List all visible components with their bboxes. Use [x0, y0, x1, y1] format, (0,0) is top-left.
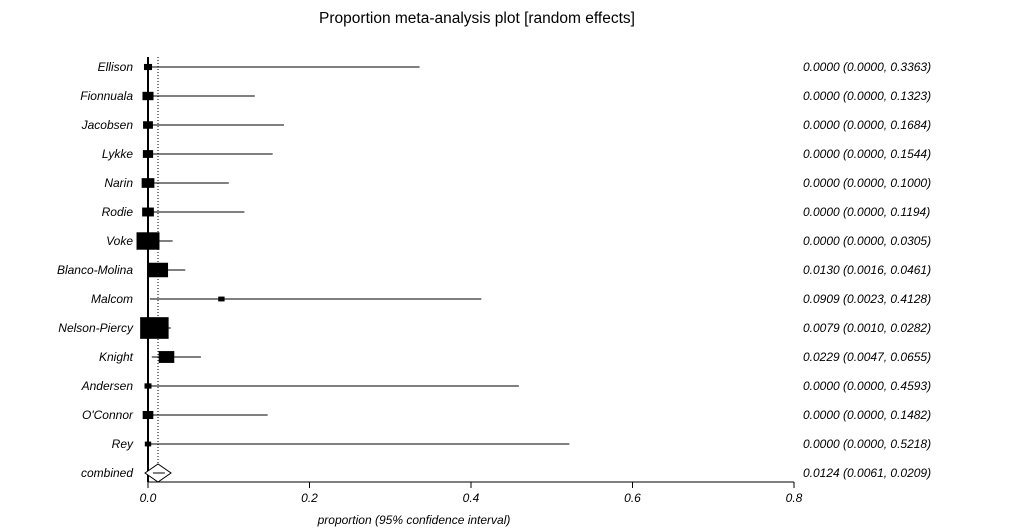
estimate-box	[140, 317, 169, 339]
study-rows: Ellison 0.0000 (0.0000, 0.3363) Fionnuala 0…	[57, 57, 931, 483]
study-row: Andersen 0.0000 (0.0000, 0.4593)	[81, 379, 931, 393]
estimate-box	[142, 91, 154, 101]
estimate-label: 0.0000 (0.0000, 0.1684)	[803, 118, 931, 132]
estimate-box	[143, 63, 153, 71]
combined-row: combined 0.0124 (0.0061, 0.0209)	[81, 463, 931, 483]
x-tick-label: 0.4	[463, 491, 480, 505]
study-row: Knight 0.0229 (0.0047, 0.0655)	[99, 350, 931, 364]
estimate-box	[136, 232, 160, 250]
study-label: Knight	[99, 350, 134, 364]
chart-title: Proportion meta-analysis plot [random ef…	[319, 10, 635, 27]
estimate-label: 0.0000 (0.0000, 0.0305)	[803, 234, 931, 248]
study-label: Andersen	[81, 379, 134, 393]
study-label: Voke	[106, 234, 133, 248]
study-label: Lykke	[102, 147, 133, 161]
study-row: Narin 0.0000 (0.0000, 0.1000)	[104, 176, 931, 190]
study-label: Narin	[104, 176, 133, 190]
estimate-label: 0.0000 (0.0000, 0.1000)	[803, 176, 931, 190]
study-row: Rodie 0.0000 (0.0000, 0.1194)	[102, 205, 931, 219]
study-row: Rey 0.0000 (0.0000, 0.5218)	[112, 437, 931, 451]
study-row: Voke 0.0000 (0.0000, 0.0305)	[106, 232, 931, 250]
estimate-box	[141, 178, 155, 188]
estimate-box	[142, 410, 154, 420]
study-row: Nelson-Piercy 0.0079 (0.0010, 0.0282)	[58, 317, 931, 339]
estimate-label: 0.0000 (0.0000, 0.4593)	[803, 379, 931, 393]
x-axis: 0.0 0.2 0.4 0.6 0.8	[140, 481, 803, 505]
study-row: Malcom 0.0909 (0.0023, 0.4128)	[91, 292, 931, 306]
estimate-label: 0.0909 (0.0023, 0.4128)	[803, 292, 931, 306]
study-row: Blanco-Molina 0.0130 (0.0016, 0.0461)	[57, 262, 931, 278]
combined-estimate-label: 0.0124 (0.0061, 0.0209)	[803, 466, 931, 480]
study-row: Jacobsen 0.0000 (0.0000, 0.1684)	[81, 118, 931, 132]
estimate-box	[142, 150, 154, 158]
estimate-label: 0.0229 (0.0047, 0.0655)	[803, 350, 931, 364]
study-label: Blanco-Molina	[57, 263, 133, 277]
x-tick-label: 0.0	[140, 491, 157, 505]
study-label: Jacobsen	[81, 118, 134, 132]
estimate-label: 0.0000 (0.0000, 0.1544)	[803, 147, 931, 161]
study-label: Fionnuala	[80, 89, 133, 103]
estimate-label: 0.0000 (0.0000, 0.1323)	[803, 89, 931, 103]
estimate-label: 0.0000 (0.0000, 0.3363)	[803, 60, 931, 74]
estimate-box	[143, 121, 153, 129]
estimate-box	[218, 296, 225, 302]
estimate-label: 0.0000 (0.0000, 0.1194)	[803, 205, 930, 219]
estimate-box	[158, 351, 175, 363]
x-tick-label: 0.2	[301, 491, 318, 505]
x-axis-title: proportion (95% confidence interval)	[317, 513, 511, 527]
estimate-label: 0.0130 (0.0016, 0.0461)	[803, 263, 931, 277]
estimate-label: 0.0000 (0.0000, 0.5218)	[803, 437, 931, 451]
x-tick-label: 0.8	[786, 491, 803, 505]
estimate-box	[144, 441, 152, 447]
estimate-label: 0.0000 (0.0000, 0.1482)	[803, 408, 931, 422]
x-tick-label: 0.6	[624, 491, 641, 505]
estimate-box	[148, 262, 169, 278]
estimate-label: 0.0079 (0.0010, 0.0282)	[803, 321, 931, 335]
study-row: Ellison 0.0000 (0.0000, 0.3363)	[98, 60, 931, 74]
study-label: Malcom	[91, 292, 133, 306]
study-label: Rodie	[102, 205, 134, 219]
study-row: Fionnuala 0.0000 (0.0000, 0.1323)	[80, 89, 931, 103]
study-label: O'Connor	[82, 408, 134, 422]
study-row: Lykke 0.0000 (0.0000, 0.1544)	[102, 147, 931, 161]
study-label: Rey	[112, 437, 134, 451]
study-label: Ellison	[98, 60, 134, 74]
study-label: Nelson-Piercy	[58, 321, 134, 335]
estimate-box	[142, 207, 154, 217]
study-row: O'Connor 0.0000 (0.0000, 0.1482)	[82, 408, 931, 422]
estimate-box	[144, 383, 152, 389]
combined-label: combined	[81, 466, 133, 480]
